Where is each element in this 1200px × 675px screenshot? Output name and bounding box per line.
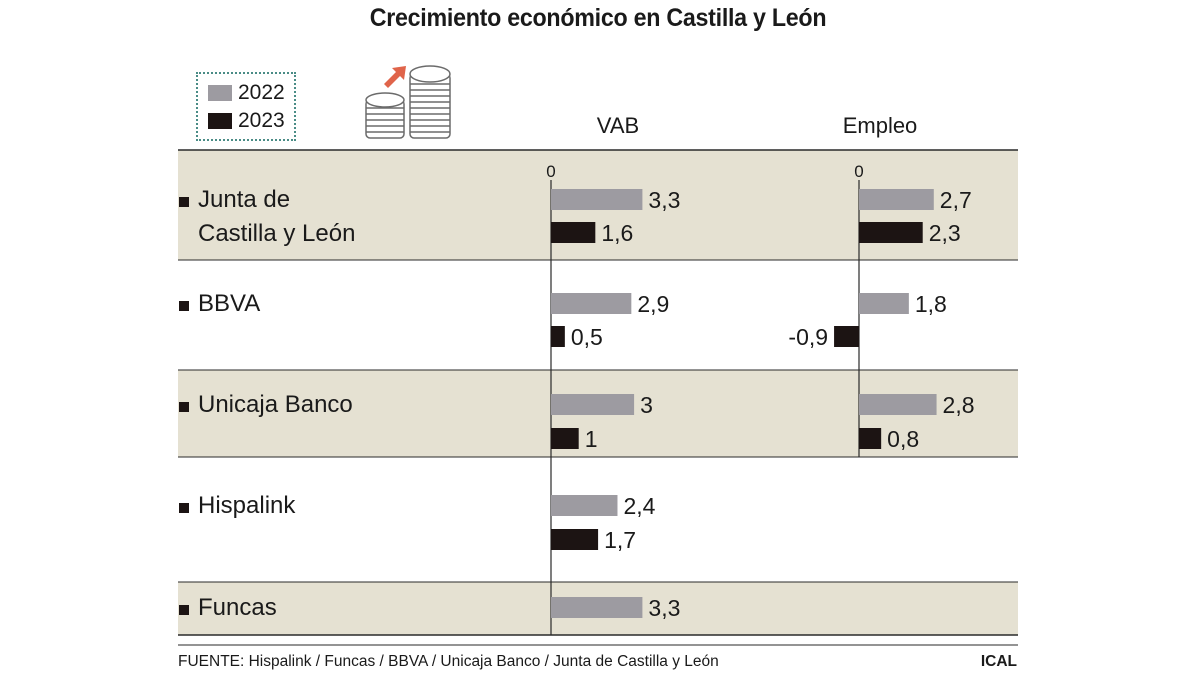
bar-empleo-2023: [834, 326, 859, 347]
bar-vab-2022: [551, 495, 618, 516]
row-label: BBVA: [198, 290, 260, 317]
value-label-vab-2023: 1: [585, 426, 598, 452]
bar-vab-2023: [551, 529, 599, 550]
legend-label-2023: 2023: [238, 109, 285, 132]
legend-item-2023: 2023: [208, 109, 285, 132]
row-bullet-icon: [179, 402, 189, 412]
panel-header-empleo: Empleo: [842, 113, 918, 138]
bar-vab-2022: [551, 597, 643, 618]
bar-vab-2022: [551, 394, 635, 415]
value-label-empleo-2023: 0,8: [887, 426, 919, 452]
value-label-empleo-2022: 1,8: [915, 291, 947, 317]
bar-vab-2022: [551, 293, 632, 314]
row-label: Funcas: [198, 594, 277, 621]
bar-vab-2023: [551, 222, 596, 243]
bar-empleo-2022: [859, 394, 937, 415]
value-label-vab-2022: 2,9: [637, 291, 669, 317]
value-label-vab-2022: 3: [640, 392, 653, 418]
legend-swatch-2022: [208, 85, 232, 101]
growth-arrow-icon: [384, 66, 406, 88]
legend-label-2022: 2022: [238, 81, 285, 104]
value-label-empleo-2022: 2,7: [940, 187, 972, 213]
value-label-vab-2023: 1,7: [604, 527, 636, 553]
row-label: Castilla y León: [198, 220, 355, 247]
row-label: Unicaja Banco: [198, 391, 353, 418]
legend-item-2022: 2022: [208, 81, 285, 104]
value-label-empleo-2023: -0,9: [788, 324, 828, 350]
value-label-empleo-2022: 2,8: [943, 392, 975, 418]
credit: ICAL: [980, 653, 1017, 670]
legend: 2022 2023: [196, 72, 296, 141]
value-label-vab-2023: 0,5: [571, 324, 603, 350]
panel-header-vab: VAB: [596, 113, 640, 138]
bar-vab-2023: [551, 428, 579, 449]
row-bullet-icon: [179, 503, 189, 513]
bar-empleo-2023: [859, 222, 923, 243]
zero-tick-empleo: 0: [854, 162, 863, 181]
bar-empleo-2023: [859, 428, 882, 449]
bar-vab-2023: [551, 326, 565, 347]
chart-title: Crecimiento económico en Castilla y León: [369, 4, 827, 32]
row-label: Junta de: [198, 186, 290, 213]
value-label-vab-2023: 1,6: [601, 220, 633, 246]
bar-vab-2022: [551, 189, 643, 210]
bar-empleo-2022: [859, 293, 909, 314]
coins-growth-icon: [365, 65, 451, 139]
row-label: Hispalink: [198, 492, 296, 519]
source-note: FUENTE: Hispalink / Funcas / BBVA / Unic…: [178, 653, 719, 670]
value-label-vab-2022: 3,3: [648, 187, 680, 213]
value-label-vab-2022: 2,4: [623, 493, 655, 519]
value-label-vab-2022: 3,3: [648, 595, 680, 621]
value-label-empleo-2023: 2,3: [929, 220, 961, 246]
zero-tick-vab: 0: [546, 162, 555, 181]
row-bullet-icon: [179, 605, 189, 615]
row-bullet-icon: [179, 197, 189, 207]
legend-swatch-2023: [208, 113, 232, 129]
row-bullet-icon: [179, 301, 189, 311]
bar-empleo-2022: [859, 189, 934, 210]
